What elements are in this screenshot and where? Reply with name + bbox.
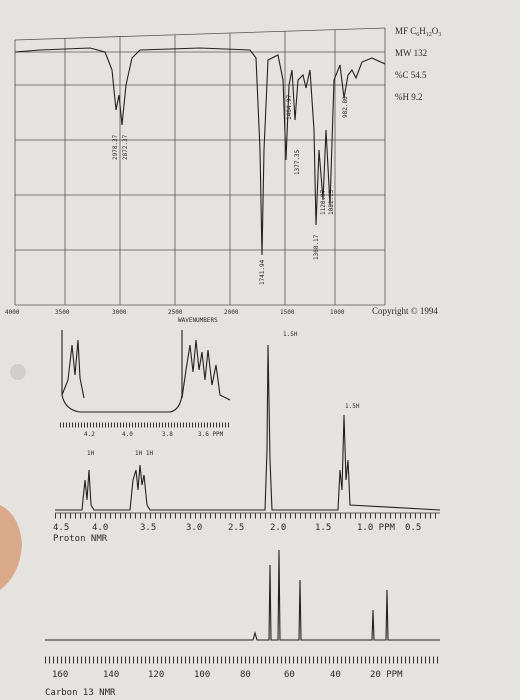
inset-frame [61, 330, 183, 413]
carbon-axis-label: 40 [330, 670, 341, 680]
ir-peak-label: 2978.37 [112, 134, 119, 160]
carbon-axis-label: 80 [240, 670, 251, 680]
inset-spectrum [61, 339, 231, 401]
percent-hydrogen: %H 9.2 [395, 92, 423, 102]
proton-axis-label: 0.5 [405, 523, 421, 533]
proton-spectrum [55, 344, 441, 511]
ir-peak-label: 1464.97 [286, 94, 293, 120]
carbon-axis-label: 120 [148, 670, 164, 680]
proton-axis-label: 1.0 PPM [357, 523, 396, 533]
formula-part: 3 [438, 32, 441, 38]
inset-axis-label: 3.8 [162, 431, 173, 438]
proton-nmr: 4.2 4.0 3.8 3.6 PPM 1H 1H 1H 1.5H 1.5H 4… [53, 330, 441, 544]
ir-axis-label: 1000 [330, 309, 345, 316]
ir-spectrum [14, 47, 386, 256]
formula-part: O [432, 26, 439, 36]
finger [0, 505, 22, 590]
ir-peak-label: 1120.97 [320, 189, 327, 215]
carbon-axis-label: 20 PPM [370, 670, 403, 680]
ir-axis-label: 3500 [55, 309, 70, 316]
ir-grid-lines-vertical [14, 28, 386, 305]
molecular-weight: MW 132 [395, 48, 427, 58]
proton-axis-label: 3.0 [186, 523, 202, 533]
carbon-axis-label: 100 [194, 670, 210, 680]
ir-axis-label: 4000 [5, 309, 20, 316]
ir-peak-label: 1081.13 [328, 189, 335, 215]
carbon-axis-label: 60 [284, 670, 295, 680]
formula-part: C [410, 26, 416, 36]
molecular-formula: MF C6H12O3 [395, 26, 441, 38]
integration-label: 1H 1H [135, 450, 153, 457]
ir-peak-label: 1377.35 [294, 149, 301, 175]
copyright: Copyright © 1994 [372, 306, 438, 316]
inset-axis-label: 4.0 [122, 431, 133, 438]
ir-peak-label: 1741.94 [259, 259, 266, 285]
inset-axis-label: 4.2 [84, 431, 95, 438]
ir-axis-label: 2000 [224, 309, 239, 316]
percent-carbon: %C 54.5 [395, 70, 427, 80]
ir-axis-label: 1500 [280, 309, 295, 316]
ir-axis-label: 3000 [112, 309, 127, 316]
proton-axis-label: 4.0 [92, 523, 108, 533]
ir-grid: 2978.37 2872.37 1741.94 1464.97 1377.35 … [5, 27, 386, 324]
proton-axis-label: 2.0 [270, 523, 286, 533]
proton-axis-label: 2.5 [228, 523, 244, 533]
formula-part: H [419, 26, 426, 36]
punch-hole [10, 364, 26, 380]
ir-grid-lines [14, 27, 386, 306]
carbon-nmr: 160 140 120 100 80 60 40 20 PPM Carbon 1… [45, 549, 440, 698]
proton-axis-label: 3.5 [140, 523, 156, 533]
formula-part: MF [395, 26, 408, 36]
integration-label: 1.5H [283, 331, 298, 338]
proton-axis-label: 4.5 [53, 523, 69, 533]
formula-part: 12 [426, 32, 432, 38]
ir-axis: 4000 3500 3000 2500 2000 1500 1000 WAVEN… [5, 309, 345, 324]
proton-axis-label: 1.5 [315, 523, 331, 533]
integration-label: 1H [87, 450, 95, 457]
ir-peak-label: 1308.17 [313, 234, 320, 260]
integration-label: 1.5H [345, 403, 360, 410]
ir-peak-label: 982.86 [342, 96, 349, 118]
carbon-spectrum [45, 549, 440, 641]
carbon-title: Carbon 13 NMR [45, 688, 116, 698]
carbon-axis-label: 140 [103, 670, 119, 680]
formula-part: 6 [416, 32, 419, 38]
carbon-axis-label: 160 [52, 670, 68, 680]
proton-title: Proton NMR [53, 534, 108, 544]
inset-axis-label: 3.6 PPM [198, 431, 224, 438]
ir-axis-title: WAVENUMBERS [178, 317, 218, 324]
ir-axis-label: 2500 [168, 309, 183, 316]
ir-peak-label: 2872.37 [122, 134, 129, 160]
